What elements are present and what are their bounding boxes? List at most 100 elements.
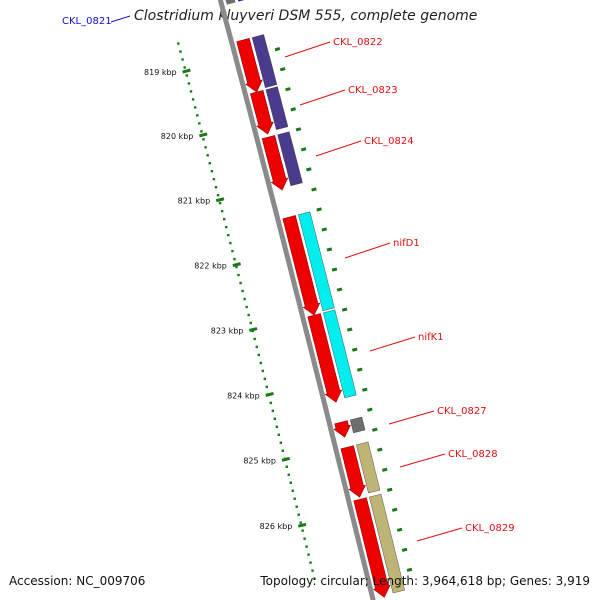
position-track-dot bbox=[291, 489, 294, 492]
cog-block bbox=[298, 211, 335, 312]
position-track-dot bbox=[206, 154, 209, 157]
position-track-dot bbox=[227, 233, 230, 237]
position-track-dot bbox=[295, 505, 298, 508]
gene-arrow[interactable] bbox=[353, 497, 391, 598]
position-track-dot bbox=[196, 114, 199, 117]
outer-track-dash bbox=[367, 407, 373, 412]
outer-track-dash bbox=[396, 527, 403, 532]
position-track-dot bbox=[208, 162, 211, 165]
scale-tick-label: 821 kbp bbox=[178, 197, 211, 206]
position-track-dot bbox=[220, 209, 224, 213]
gene-arrow[interactable] bbox=[223, 0, 236, 5]
position-track-dot bbox=[200, 130, 203, 133]
position-track-dot bbox=[241, 289, 244, 293]
position-track-dot bbox=[193, 106, 197, 109]
gene-arrow[interactable] bbox=[236, 38, 263, 93]
outer-track-dash bbox=[406, 567, 413, 572]
accession-text: Accession: NC_009706 bbox=[9, 574, 146, 588]
gene-label[interactable]: CKL_0823 bbox=[348, 85, 398, 96]
cog-block bbox=[356, 441, 381, 494]
outer-track-dash bbox=[351, 347, 358, 352]
cog-block bbox=[277, 131, 303, 187]
scale-tick bbox=[248, 327, 258, 332]
outer-track-dash bbox=[391, 507, 398, 512]
position-track-dot bbox=[257, 353, 260, 357]
gene-label[interactable]: nifD1 bbox=[393, 238, 420, 249]
gene-arrow[interactable] bbox=[261, 135, 289, 191]
gene-arrow[interactable] bbox=[282, 215, 321, 316]
gene-label[interactable]: CKL_0822 bbox=[333, 37, 383, 48]
gene-arrow[interactable] bbox=[340, 445, 366, 498]
position-track-dot bbox=[239, 281, 242, 285]
gene-label-leader bbox=[416, 527, 463, 542]
position-track-dot bbox=[214, 186, 218, 189]
scale-tick-label: 823 kbp bbox=[211, 326, 244, 335]
position-track-dot bbox=[237, 273, 240, 277]
gene-label[interactable]: CKL_0824 bbox=[364, 136, 414, 147]
scale-tick bbox=[232, 262, 241, 268]
outer-track-dash bbox=[279, 67, 286, 72]
outer-track-dash bbox=[346, 327, 353, 332]
outer-track-dash bbox=[331, 267, 338, 272]
gene-label[interactable]: CKL_0827 bbox=[437, 406, 487, 417]
scale-tick bbox=[215, 197, 225, 203]
position-track-dot bbox=[261, 369, 264, 373]
outer-track-dash bbox=[362, 387, 368, 392]
gene-label-leader bbox=[110, 15, 131, 23]
position-track-dot bbox=[202, 138, 205, 141]
gene-label-leader bbox=[344, 242, 391, 259]
outer-track-dash bbox=[381, 467, 388, 472]
position-track-dot bbox=[303, 537, 306, 540]
gene-label-leader bbox=[315, 140, 362, 157]
position-track-dot bbox=[177, 42, 180, 45]
gene-arrow[interactable] bbox=[307, 313, 343, 403]
scale-tick-label: 826 kbp bbox=[260, 522, 293, 531]
position-track-dot bbox=[233, 257, 236, 261]
position-track-dot bbox=[277, 433, 281, 436]
gene-arrow[interactable] bbox=[333, 420, 352, 438]
position-track-dot bbox=[275, 425, 279, 429]
position-track-dot bbox=[253, 337, 256, 341]
outer-track-dash bbox=[316, 207, 322, 212]
gene-label[interactable]: CKL_0821 bbox=[62, 16, 112, 27]
position-track-dot bbox=[243, 297, 246, 301]
outer-track-dash bbox=[356, 367, 363, 372]
outer-track-dash bbox=[326, 247, 333, 252]
position-track-dot bbox=[235, 265, 238, 269]
outer-track-dash bbox=[290, 107, 297, 112]
position-track-dot bbox=[218, 201, 222, 205]
gene-label-leader bbox=[388, 410, 435, 425]
outer-track-dash bbox=[311, 187, 317, 192]
scale-tick-label: 824 kbp bbox=[227, 391, 260, 400]
outer-track-dash bbox=[376, 447, 383, 452]
cog-block bbox=[323, 309, 357, 399]
scale-tick bbox=[281, 456, 291, 462]
gene-label[interactable]: nifK1 bbox=[418, 332, 444, 343]
topology-text: Topology: circular; Length: 3,964,618 bp… bbox=[260, 574, 590, 588]
position-track-dot bbox=[265, 385, 269, 389]
scale-tick bbox=[265, 391, 274, 397]
position-track-dot bbox=[273, 417, 277, 421]
scale-tick bbox=[182, 68, 191, 74]
gene-label[interactable]: CKL_0828 bbox=[448, 449, 498, 460]
outer-track-dash bbox=[274, 47, 281, 52]
scale-tick-label: 820 kbp bbox=[161, 132, 194, 141]
position-track-dot bbox=[309, 561, 312, 564]
position-track-dot bbox=[231, 249, 234, 253]
position-track-dot bbox=[245, 305, 248, 309]
position-track-dot bbox=[229, 241, 232, 245]
position-track-dot bbox=[249, 321, 252, 325]
gene-label[interactable]: CKL_0829 bbox=[465, 523, 515, 534]
position-track-dot bbox=[191, 98, 195, 101]
gene-arrow[interactable] bbox=[250, 90, 274, 135]
position-track-dot bbox=[293, 497, 296, 500]
position-track-dot bbox=[187, 82, 191, 85]
position-track-dot bbox=[210, 170, 214, 173]
position-track-dot bbox=[183, 66, 186, 69]
scale-tick-label: 822 kbp bbox=[194, 262, 227, 271]
position-track-dot bbox=[259, 361, 262, 365]
position-track-dot bbox=[185, 74, 188, 77]
cog-block bbox=[369, 493, 405, 594]
